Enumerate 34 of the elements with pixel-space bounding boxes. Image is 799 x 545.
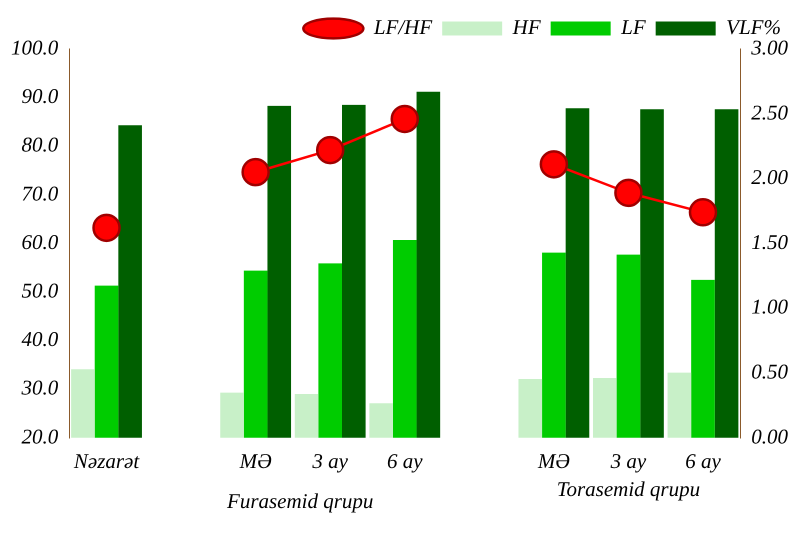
text: Torasemid qrupu: [556, 476, 700, 501]
point: [390, 104, 419, 134]
y-tick-label: 60.0: [22, 230, 59, 254]
x-tick-label: MƏ: [536, 448, 570, 473]
point: [92, 214, 121, 242]
y2-tick-label: 0.00: [751, 424, 788, 448]
x-tick-label: MƏ: [238, 448, 272, 473]
point: [241, 158, 270, 186]
y-tick-label: 70.0: [22, 181, 59, 206]
y-tick-label: 80.0: [22, 132, 59, 157]
y-tick-label: 30.0: [20, 376, 59, 400]
legend-label: HF: [512, 15, 541, 40]
text: Furasemid qrupu: [226, 488, 374, 513]
x-tick-label: 6 ay: [685, 448, 722, 473]
x-tick-label: Nəzarət: [72, 448, 140, 473]
x-tick-label: 6 ay: [386, 448, 424, 473]
point: [316, 136, 344, 164]
legend-label: LF/HF: [372, 15, 432, 40]
y2-tick-label: 0.50: [751, 360, 788, 384]
point: [540, 150, 568, 179]
y-tick-label: 90.0: [22, 84, 59, 108]
y-tick-label: 20.0: [22, 424, 59, 448]
x-tick-label: 3 ay: [311, 448, 349, 473]
y2-tick-label: 1.00: [751, 294, 788, 319]
y2-tick-label: 2.50: [751, 100, 788, 124]
legend-label: LF: [620, 15, 646, 40]
point: [688, 198, 718, 227]
y-tick-label: 50.0: [22, 278, 59, 303]
y-tick-label: 40.0: [22, 327, 59, 352]
point: [614, 178, 643, 208]
y-tick-label: 100.0: [11, 36, 59, 60]
y2-tick-label: 1.50: [751, 230, 788, 254]
y2-tick-label: 2.00: [751, 165, 788, 190]
x-tick-label: 3 ay: [610, 448, 647, 473]
